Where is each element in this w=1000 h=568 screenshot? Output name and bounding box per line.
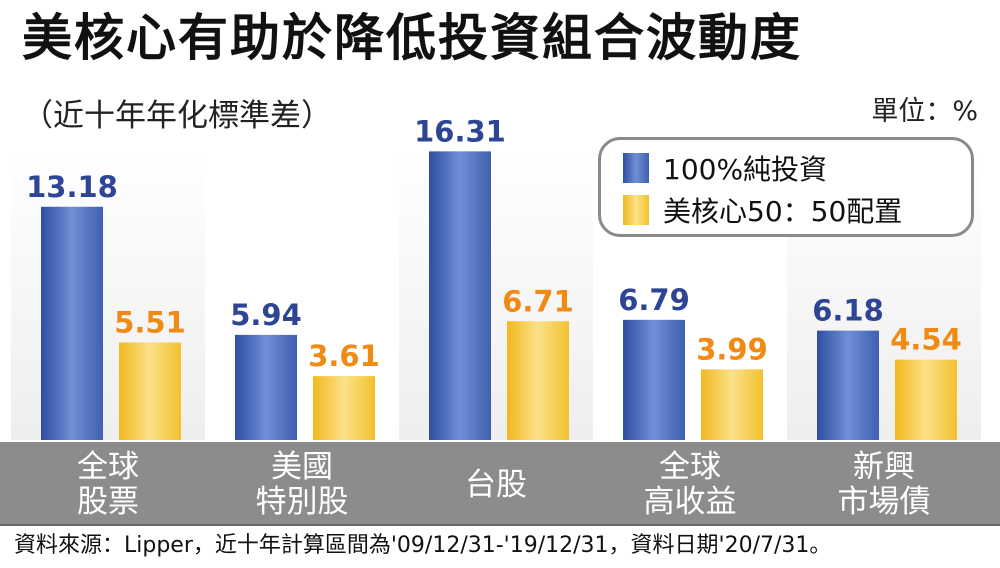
bar-pure-investment <box>817 330 879 440</box>
bar-core-allocation <box>701 369 763 440</box>
value-label: 5.94 <box>230 298 302 332</box>
category-label: 美國 特別股 <box>255 449 349 520</box>
legend: 100%純投資 美核心50：50配置 <box>598 137 974 237</box>
value-label: 5.51 <box>114 305 186 339</box>
legend-swatch-blue <box>623 153 649 183</box>
bar-pure-investment <box>235 334 297 440</box>
value-label: 6.18 <box>812 294 884 328</box>
bar-pure-investment <box>623 319 685 440</box>
chart-subtitle: （近十年年化標準差） <box>22 98 332 134</box>
value-labels: 13.18 5.51 5.943.61 16.31 6.71 6.793.99 6.184.… <box>26 114 962 373</box>
category-band <box>0 442 1000 524</box>
value-label: 16.31 <box>414 114 506 148</box>
value-label: 4.54 <box>890 323 962 357</box>
bar-core-allocation <box>895 359 957 440</box>
category-label: 台股 <box>465 467 527 503</box>
legend-item-pure-investment: 100%純投資 <box>623 148 827 188</box>
bar-pure-investment <box>429 151 491 440</box>
value-label: 3.61 <box>308 339 380 373</box>
bar-core-allocation <box>119 342 181 440</box>
legend-swatch-gold <box>623 195 649 225</box>
value-label: 13.18 <box>26 170 118 204</box>
category-label: 全球 股票 <box>77 449 139 520</box>
value-label: 6.71 <box>502 284 574 318</box>
bar-marks <box>41 151 957 440</box>
value-label: 6.79 <box>618 283 690 317</box>
category-label: 全球 高收益 <box>643 449 737 520</box>
value-label: 3.99 <box>696 332 768 366</box>
unit-label: 單位：% <box>871 96 978 127</box>
bar-chart: 13.18 5.51 5.943.61 16.31 6.71 6.793.99 6.184.… <box>11 114 981 440</box>
category-label: 新興 市場債 <box>837 449 931 520</box>
legend-label: 100%純投資 <box>663 153 828 186</box>
source-note: 資料來源：Lipper，近十年計算區間為'09/12/31-'19/12/31，… <box>0 524 1000 568</box>
chart-title: 美核心有助於降低投資組合波動度 <box>22 9 802 67</box>
legend-label: 美核心50：50配置 <box>663 195 903 228</box>
bar-core-allocation <box>507 321 569 440</box>
bar-core-allocation <box>313 376 375 440</box>
legend-item-core-allocation: 美核心50：50配置 <box>623 190 902 230</box>
bar-pure-investment <box>41 206 103 440</box>
